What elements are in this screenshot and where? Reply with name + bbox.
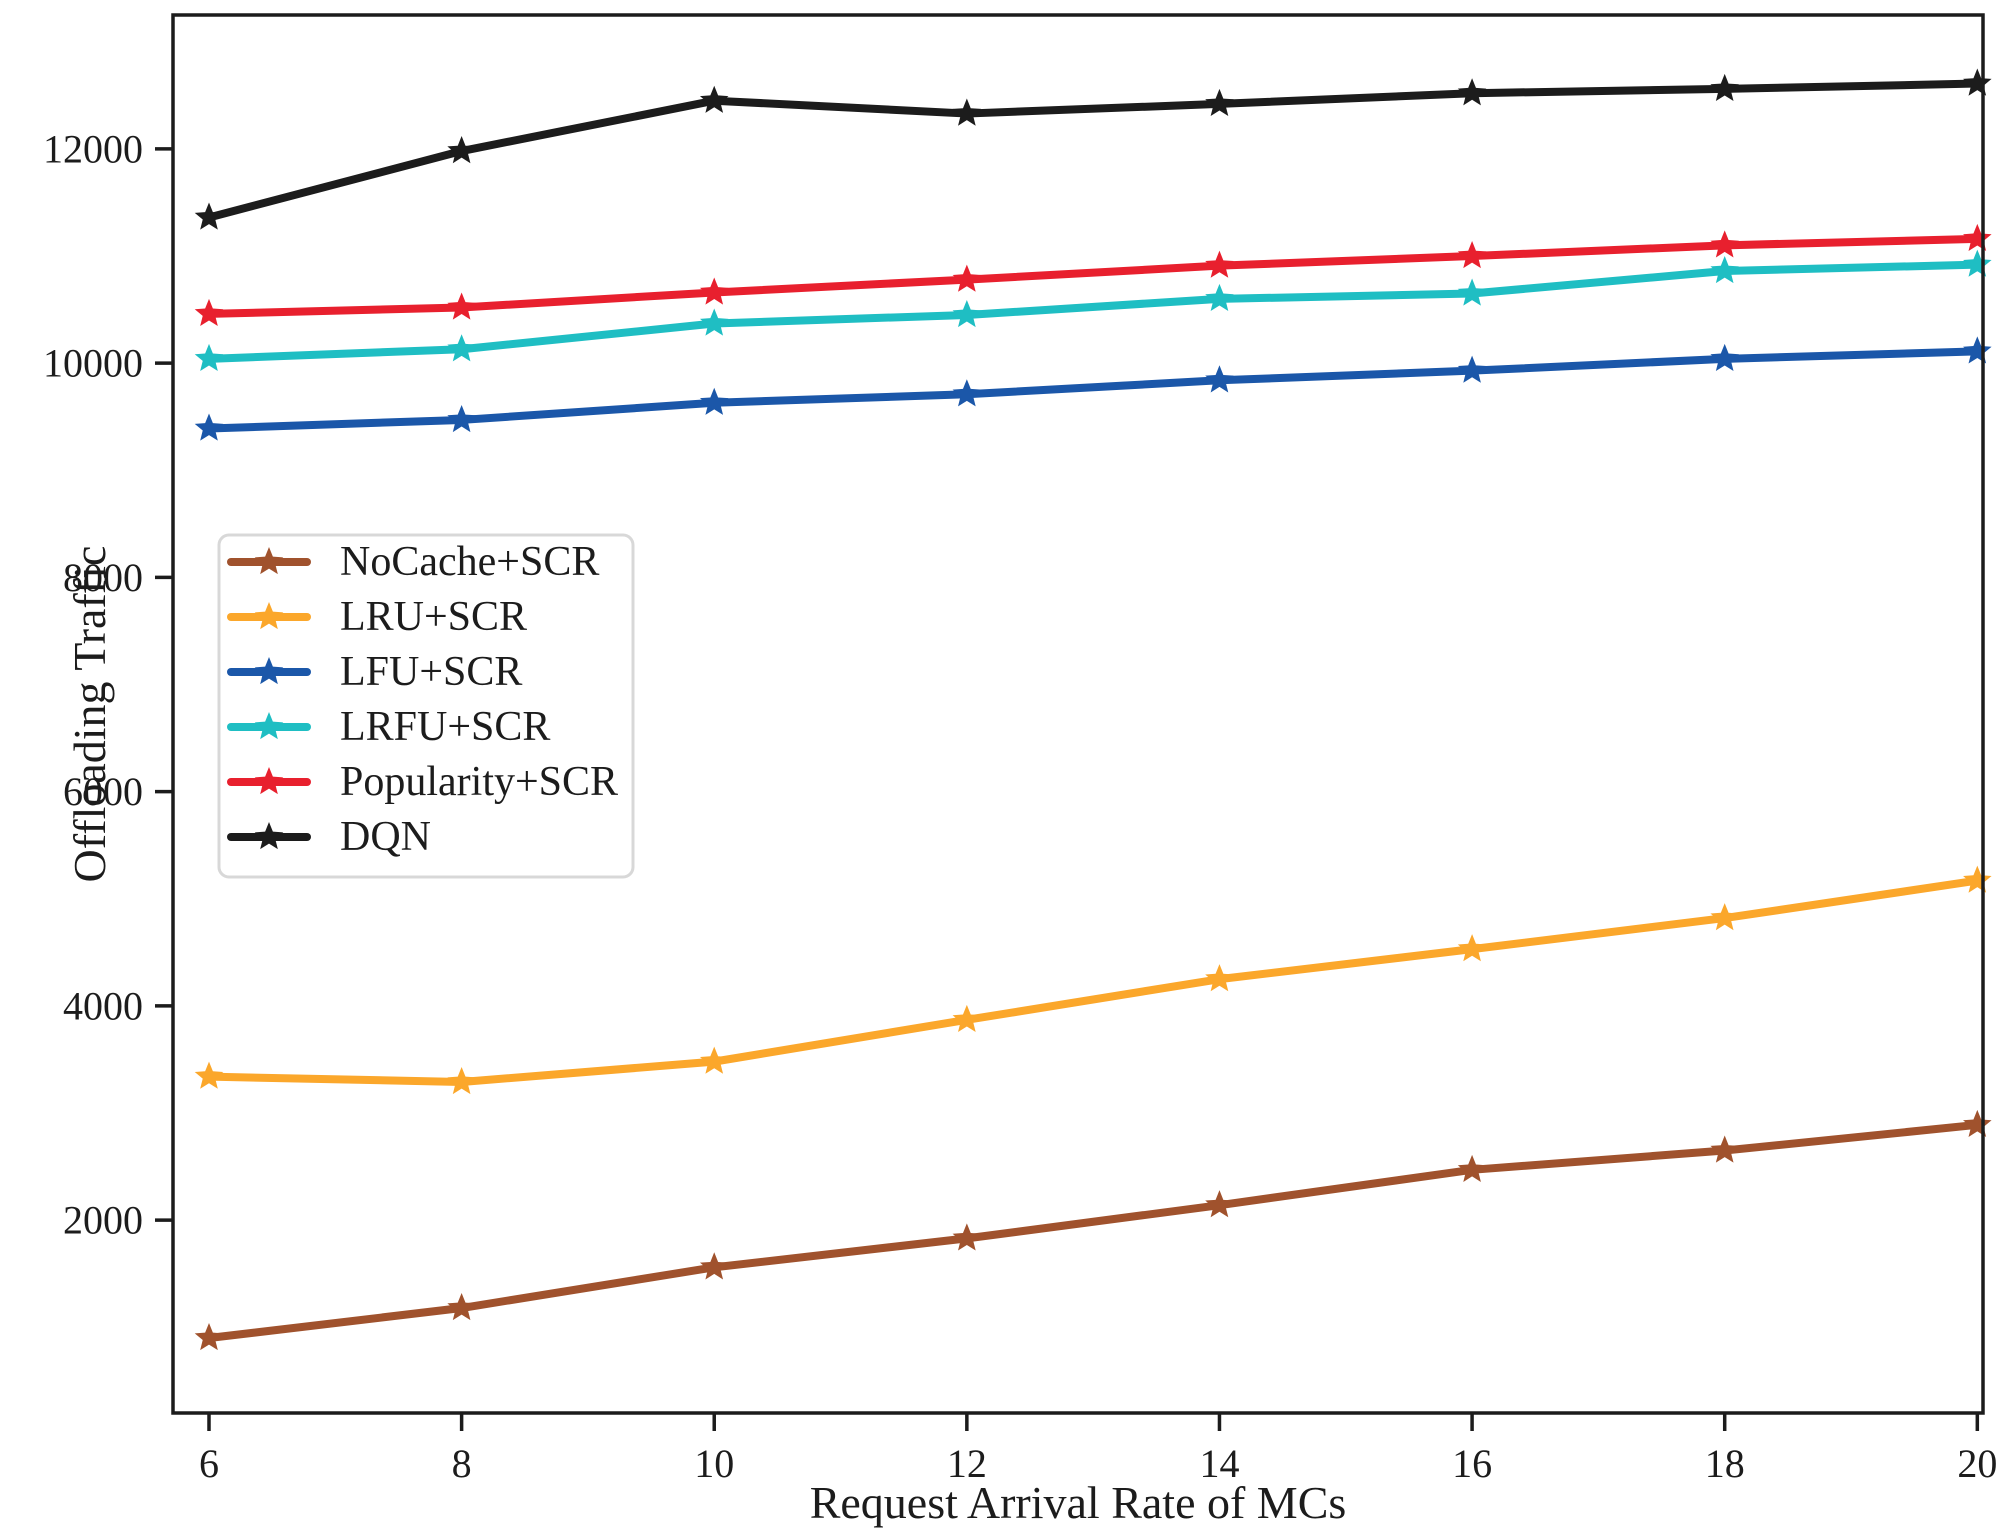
series-marker-star <box>1963 223 1992 252</box>
legend-marker-star <box>254 602 284 630</box>
legend-label: LFU+SCR <box>340 649 522 695</box>
series-marker-star <box>194 343 224 372</box>
y-tick-label: 10000 <box>43 341 143 386</box>
series-line <box>205 79 1982 222</box>
series-marker-star <box>1457 355 1487 383</box>
x-axis-label: Request Arrival Rate of MCs <box>810 1477 1347 1528</box>
series-marker-star <box>1205 283 1234 312</box>
y-tick-label: 12000 <box>43 126 143 171</box>
x-tick-label: 18 <box>1705 1441 1745 1486</box>
series-marker-star <box>699 387 729 415</box>
series-marker-star <box>447 1293 476 1321</box>
series-marker-star <box>952 1223 982 1251</box>
legend-box <box>217 533 635 879</box>
series-marker-star <box>1205 365 1234 393</box>
series-marker-star <box>1963 249 1992 277</box>
series-marker-star <box>1710 256 1739 284</box>
series-marker-star <box>1963 68 1992 96</box>
series-line <box>205 347 1982 433</box>
legend-item-lrfu-scr: LRFU+SCR <box>227 704 550 750</box>
x-tick-label: 14 <box>1199 1441 1239 1486</box>
series-lrfu-scr <box>194 249 1992 372</box>
series-marker-star <box>447 334 476 362</box>
legend-item-lru-scr: LRU+SCR <box>227 594 527 640</box>
series-marker-star <box>1457 78 1487 106</box>
plot-frame <box>171 13 1985 1415</box>
series-marker-star <box>1710 230 1739 258</box>
series-marker-star <box>952 379 982 407</box>
legend: NoCache+SCR LRU+SCR LFU+SCR LRFU+SCR Popular… <box>217 533 635 879</box>
series-marker-star <box>952 264 982 292</box>
legend-marker-star <box>254 767 284 795</box>
series-marker-star <box>194 413 224 441</box>
legend-item-popularity-scr: Popularity+SCR <box>227 759 618 805</box>
series-marker-star <box>1710 1135 1739 1163</box>
series-lru-scr <box>194 865 1992 1095</box>
legend-label: DQN <box>340 814 431 860</box>
legend-label: Popularity+SCR <box>340 759 618 805</box>
series-nocache-scr <box>194 1109 1992 1351</box>
legend-label: LRFU+SCR <box>340 704 550 750</box>
series-marker-star <box>1963 865 1992 893</box>
series-marker-star <box>447 292 476 320</box>
series-dqn <box>194 68 1992 230</box>
series-marker-star <box>952 98 982 126</box>
series-marker-star <box>447 1066 476 1095</box>
series-lfu-scr <box>194 336 1992 441</box>
x-tick-label: 10 <box>694 1441 734 1486</box>
x-tick-label: 8 <box>452 1441 472 1486</box>
series-marker-star <box>699 1046 729 1074</box>
y-tick-label: 6000 <box>63 769 143 814</box>
series-marker-star <box>194 298 224 327</box>
series-marker-star <box>447 404 476 433</box>
series-marker-star <box>699 1252 729 1280</box>
series-marker-star <box>1457 934 1487 962</box>
legend-marker-star <box>254 657 284 685</box>
legend-marker-star <box>254 547 284 575</box>
legend-label: NoCache+SCR <box>340 539 599 585</box>
series-marker-star <box>1963 336 1992 364</box>
x-tick-label: 12 <box>947 1441 987 1486</box>
series-marker-star <box>1205 964 1234 992</box>
series-marker-star <box>1710 903 1739 931</box>
series-line <box>205 260 1982 363</box>
series-marker-star <box>194 202 224 230</box>
y-tick-label: 4000 <box>63 983 143 1028</box>
legend-marker-star <box>254 712 284 740</box>
series-marker-star <box>952 1004 982 1032</box>
series-marker-star <box>1457 1154 1487 1182</box>
series-marker-star <box>194 1323 224 1351</box>
series-marker-star <box>1205 88 1234 117</box>
x-tick-label: 6 <box>199 1441 219 1486</box>
series-marker-star <box>1710 343 1739 372</box>
x-tick-label: 16 <box>1452 1441 1492 1486</box>
series-marker-star <box>699 277 729 305</box>
series-line <box>205 234 1982 318</box>
series-marker-star <box>1457 278 1487 306</box>
legend-item-lfu-scr: LFU+SCR <box>227 649 522 695</box>
series-marker-star <box>194 1061 224 1089</box>
y-tick-label: 2000 <box>63 1198 143 1243</box>
series-marker-star <box>1205 1190 1234 1218</box>
series-popularity-scr <box>194 223 1992 327</box>
series-marker-star <box>952 299 982 328</box>
x-tick-label: 20 <box>1957 1441 1997 1486</box>
series-marker-star <box>699 85 729 113</box>
series-marker-star <box>447 136 476 164</box>
series-marker-star <box>1205 250 1234 278</box>
y-axis-label: Offloading Traffic <box>64 546 115 883</box>
series-line <box>205 1120 1982 1343</box>
series-marker-star <box>1457 241 1487 269</box>
legend-item-nocache-scr: NoCache+SCR <box>227 539 599 585</box>
series-marker-star <box>1963 1109 1992 1137</box>
series-marker-star <box>1710 73 1739 102</box>
series-line <box>205 876 1982 1086</box>
y-tick-label: 8000 <box>63 555 143 600</box>
legend-item-dqn: DQN <box>227 814 431 860</box>
legend-label: LRU+SCR <box>340 594 527 640</box>
legend-marker-star <box>254 822 284 850</box>
series-marker-star <box>699 308 729 336</box>
